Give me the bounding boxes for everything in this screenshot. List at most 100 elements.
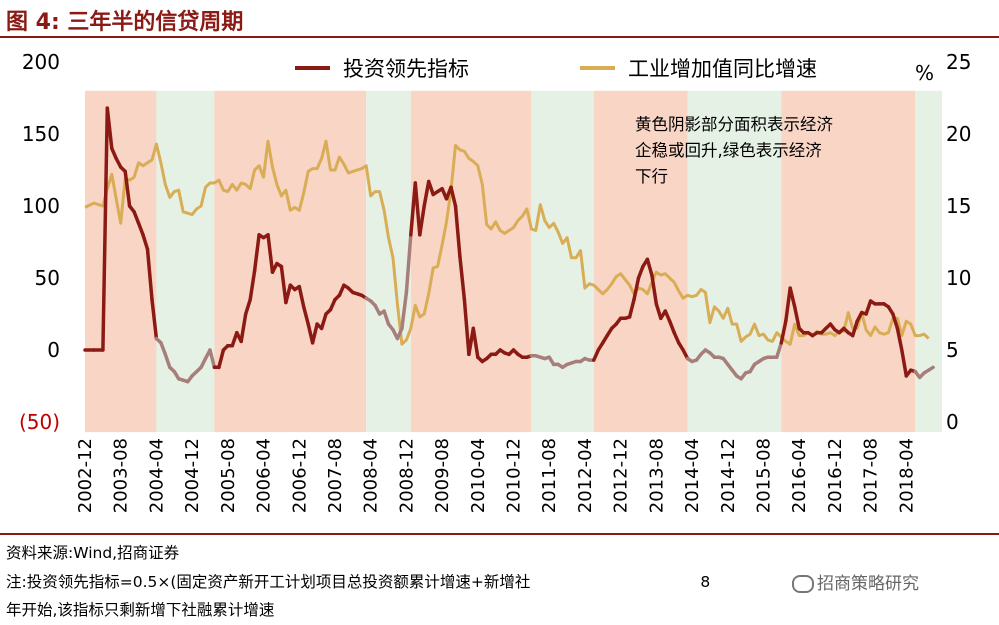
x-tick-label: 2004-12 [182, 438, 203, 513]
shade-up-8 [781, 90, 916, 433]
series-invest-leading-segment [328, 297, 337, 312]
series-invest-leading-segment [632, 276, 641, 302]
series-invest-leading-segment [779, 319, 788, 345]
series-invest-leading-segment [105, 106, 114, 151]
series-invest-leading-segment [458, 254, 467, 302]
series-invest-leading-segment [788, 286, 797, 309]
right-tick-label: 0 [946, 410, 959, 434]
x-tick-label: 2003-08 [111, 438, 132, 513]
x-tick-label: 2013-08 [646, 438, 667, 513]
x-tick-label: 2006-04 [254, 438, 275, 513]
x-tick-label: 2018-04 [896, 438, 917, 513]
series-industrial-growth-line [84, 139, 930, 346]
watermark-text: 招商策略研究 [817, 574, 919, 594]
x-tick-label: 2016-04 [789, 438, 810, 513]
right-tick-label: 15 [946, 194, 971, 218]
series-invest-leading-segment [895, 326, 904, 352]
series-invest-leading-segment [775, 341, 784, 359]
series-invest-leading-segment [145, 247, 154, 302]
series-invest-leading-segment [243, 297, 252, 316]
series-invest-leading-segment [382, 309, 391, 326]
series-invest-leading-segment [319, 312, 328, 331]
series-invest-leading-segment [150, 297, 159, 341]
series-invest-leading-segment [301, 305, 310, 326]
series-invest-leading-segment [141, 233, 150, 251]
x-tick-label: 2006-12 [289, 438, 310, 513]
series-invest-leading-segment [395, 326, 404, 341]
shade-up-6 [593, 90, 688, 433]
series-invest-leading-segment [654, 302, 663, 321]
x-tick-label: 2012-12 [611, 438, 632, 513]
footnote-text-1: 注:投资领先指标=0.5×(固定资产新开工计划项目总投资额累计增速+新增社 [6, 573, 531, 591]
axes: (50) 0 50 100 150 200 0 5 10 15 20 25% 2002-12 2003-0… [19, 50, 972, 513]
series-invest-leading-segment [266, 233, 275, 274]
left-tick-label: 0 [47, 338, 60, 362]
series-invest-leading-segment [110, 146, 118, 161]
series-invest-leading-segment [462, 297, 471, 357]
series-invest-leading-segment [592, 348, 601, 362]
shade-down-5 [531, 90, 594, 433]
series-invest-leading-segment [645, 257, 654, 277]
series-invest-leading-segment [864, 299, 873, 316]
x-tick-label: 2015-08 [753, 438, 774, 513]
annotation-line: 企稳或回升,绿色表示经济 [635, 141, 822, 160]
series-invest-leading-segment [672, 330, 681, 345]
left-tick-label: (50) [19, 410, 60, 434]
shade-up-0 [85, 90, 157, 433]
title-divider [0, 36, 999, 38]
x-tick-label: 2016-12 [825, 438, 846, 513]
right-tick-label: 10 [946, 266, 971, 290]
shade-down-1 [156, 90, 215, 433]
footer-divider [0, 533, 999, 535]
x-tick-label: 2008-04 [361, 438, 382, 513]
shade-down-3 [366, 90, 411, 433]
series-invest-leading-segment [404, 233, 413, 295]
x-tick-label: 2014-04 [682, 438, 703, 513]
series-invest-leading-segment [453, 204, 462, 259]
series-invest-leading-segment [471, 326, 480, 359]
series-invest-leading-segment [136, 221, 145, 237]
series-invest-leading-segment [310, 322, 319, 345]
series-invest-leading-segment [663, 309, 672, 323]
series-invest-leading-segment [159, 341, 168, 357]
wechat-icon [792, 575, 814, 593]
series-invest-leading-segment [792, 305, 801, 331]
series-lines [83, 106, 935, 384]
series-invest-leading-segment [900, 348, 909, 378]
footnote-tail: 8 [700, 573, 711, 591]
x-tick-label: 2010-04 [468, 438, 489, 513]
figure-title: 图 4: 三年半的信贷周期 [6, 10, 244, 35]
series-invest-leading-segment [850, 319, 859, 338]
series-invest-leading-segment [926, 365, 935, 372]
x-tick-label: 2011-08 [539, 438, 560, 513]
watermark: 招商策略研究 [790, 569, 921, 594]
x-tick-label: 2002-12 [75, 438, 96, 513]
line-chart: (50) 0 50 100 150 200 0 5 10 15 20 25% 2002-12 2003-0… [19, 50, 972, 513]
series-invest-leading-segment [123, 169, 132, 208]
right-axis-unit: % [915, 61, 934, 85]
series-invest-leading-segment [636, 264, 645, 280]
series-invest-leading-segment [163, 352, 172, 370]
footnote-line-2: 年开始,该指标只剩新增下社融累计增速 [6, 601, 275, 619]
series-invest-leading-segment [337, 283, 346, 298]
x-tick-label: 2004-04 [146, 438, 167, 513]
footnote-line-1: 注:投资领先指标=0.5×(固定资产新开工计划项目总投资额累计增速+新增社 8 [6, 570, 710, 592]
series-invest-leading-segment [217, 348, 226, 370]
series-invest-leading-segment [422, 179, 431, 208]
series-invest-leading-segment [400, 290, 409, 331]
x-tick-label: 2008-12 [396, 438, 417, 513]
series-invest-leading-segment [284, 283, 293, 305]
series-invest-leading-segment [239, 312, 248, 344]
legend-label-invest: 投资领先指标 [343, 57, 469, 81]
series-invest-leading-segment [279, 264, 288, 305]
series-invest-leading-segment [413, 181, 422, 237]
source-note: 资料来源:Wind,招商证券 [6, 544, 180, 562]
x-tick-label: 2005-08 [218, 438, 239, 513]
right-tick-label: 5 [946, 338, 959, 362]
series-invest-leading-segment [248, 269, 257, 302]
legend-label-industrial: 工业增加值同比增速 [628, 57, 817, 81]
series-invest-leading-segment [252, 233, 261, 273]
series-invest-leading-segment [208, 348, 217, 370]
x-tick-label: 2017-08 [861, 438, 882, 513]
